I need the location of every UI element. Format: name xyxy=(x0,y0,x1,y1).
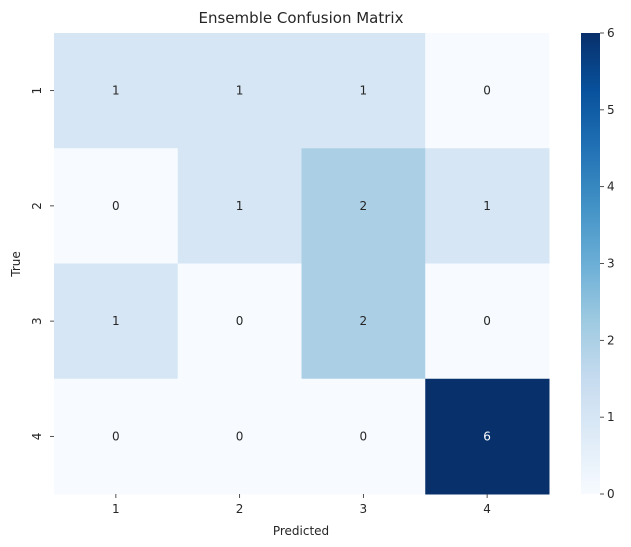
heatmap-cell xyxy=(54,378,179,495)
heatmap-cell xyxy=(177,33,302,149)
heatmap-cell xyxy=(425,33,550,149)
y-tick-label: 2 xyxy=(30,202,44,210)
heatmap-cell xyxy=(177,263,302,380)
cell-value-label: 0 xyxy=(236,429,244,443)
heatmap-cell xyxy=(54,148,179,264)
x-axis-label: Predicted xyxy=(273,524,329,538)
chart-title: Ensemble Confusion Matrix xyxy=(199,9,404,27)
cell-value-label: 0 xyxy=(360,429,368,443)
x-tick-label: 2 xyxy=(236,502,244,516)
cell-value-label: 1 xyxy=(483,199,491,213)
cell-value-label: 0 xyxy=(112,199,120,213)
cell-value-label: 0 xyxy=(112,429,120,443)
colorbar-tick-label: 1 xyxy=(607,410,615,424)
x-tick-label: 4 xyxy=(483,502,491,516)
y-tick-label: 4 xyxy=(30,433,44,441)
cell-value-label: 0 xyxy=(483,84,491,98)
colorbar xyxy=(581,33,600,494)
y-tick-label: 1 xyxy=(30,87,44,95)
y-tick-label: 3 xyxy=(30,317,44,325)
cell-value-label: 6 xyxy=(483,429,491,443)
colorbar-tick-label: 0 xyxy=(607,487,615,501)
x-axis-ticks: 1 2 3 4 xyxy=(112,494,491,516)
colorbar-tick-label: 6 xyxy=(607,26,615,40)
cell-value-label: 2 xyxy=(360,314,368,328)
heatmap-cell xyxy=(425,378,550,495)
heatmap-cell xyxy=(54,263,179,380)
colorbar-tick-label: 3 xyxy=(607,257,615,271)
colorbar-tick-label: 2 xyxy=(607,333,615,347)
cell-value-label: 1 xyxy=(236,199,244,213)
cell-value-label: 0 xyxy=(236,314,244,328)
cell-value-label: 2 xyxy=(360,199,368,213)
cell-value-label: 1 xyxy=(112,84,120,98)
x-tick-label: 1 xyxy=(112,502,120,516)
heatmap-cell xyxy=(177,378,302,495)
heatmap-cell xyxy=(301,33,426,149)
x-tick-label: 3 xyxy=(360,502,368,516)
y-axis-label: True xyxy=(9,251,23,278)
heatmap-cell xyxy=(177,148,302,264)
colorbar-ticks: 0 1 2 3 4 5 6 xyxy=(600,26,615,501)
y-axis-ticks: 1 2 3 4 xyxy=(30,87,54,440)
heatmap-cell xyxy=(54,33,179,149)
heatmap-cells: 1 1 1 0 0 1 2 1 1 0 2 0 0 0 0 6 xyxy=(54,33,550,495)
heatmap-cell xyxy=(425,148,550,264)
heatmap-cell xyxy=(301,378,426,495)
heatmap-cell xyxy=(425,263,550,380)
cell-value-label: 1 xyxy=(236,84,244,98)
heatmap-cell xyxy=(301,263,426,380)
heatmap-cell xyxy=(301,148,426,264)
colorbar-tick-label: 5 xyxy=(607,103,615,117)
cell-value-label: 1 xyxy=(112,314,120,328)
cell-value-label: 1 xyxy=(360,84,368,98)
cell-value-label: 0 xyxy=(483,314,491,328)
colorbar-tick-label: 4 xyxy=(607,180,615,194)
